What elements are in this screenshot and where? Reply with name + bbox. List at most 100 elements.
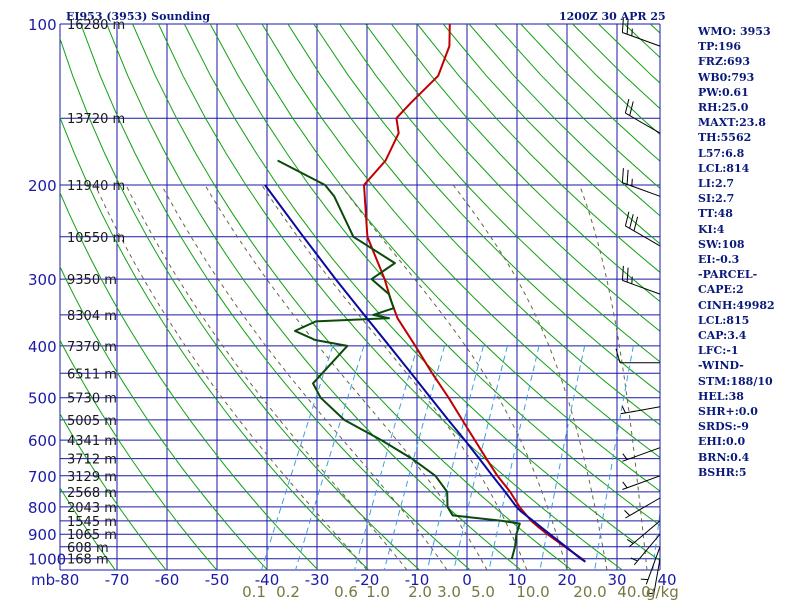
index-line: TH:5562: [698, 131, 752, 145]
dry-adiabat: [287, 24, 660, 426]
isobar-grid: [59, 23, 660, 571]
mixing-ratio-label: 10.0: [516, 583, 549, 600]
wind-barb: [630, 533, 661, 566]
index-line: FRZ:693: [698, 55, 751, 69]
temperature-tick-label: 30: [607, 571, 626, 589]
mixing-ratio-label: 20.0: [573, 583, 606, 600]
wind-barb: [621, 17, 661, 47]
index-line: -WIND-: [698, 359, 744, 373]
wind-barb: [622, 447, 661, 462]
height-label: 9350 m: [67, 273, 117, 288]
dry-adiabat: [365, 24, 660, 332]
index-line: LI:2.7: [698, 177, 735, 191]
pressure-tick-label: 900: [28, 526, 57, 544]
pressure-tick-label: 500: [28, 390, 57, 408]
index-line: PW:0.61: [698, 85, 749, 99]
parcel-trace: [264, 184, 586, 563]
dry-adiabat: [60, 412, 167, 570]
height-label: 6511 m: [67, 367, 117, 382]
dry-adiabat: [261, 24, 660, 459]
moist-adiabat: [125, 184, 408, 570]
dry-adiabat: [60, 339, 218, 570]
index-line: -PARCEL-: [698, 268, 758, 282]
index-line: TT:48: [698, 207, 733, 221]
height-label: 13720 m: [67, 112, 125, 127]
mixing-ratio-label: 1.0: [366, 583, 390, 600]
index-line: BRN:0.4: [698, 450, 750, 464]
pressure-tick-label: 700: [28, 468, 57, 486]
temperature-tick-label: 0: [462, 571, 472, 589]
mixing-ratio-label: 0.6: [334, 583, 358, 600]
dry-adiabat: [416, 24, 660, 273]
mixing-ratio-line: [539, 345, 586, 570]
height-label: 2043 m: [67, 501, 117, 516]
index-panel: WMO: 3953 TP:196 FRZ:693 WB0:793 PW:0.61 RH:2…: [698, 24, 798, 480]
mixing-ratio-line: [594, 345, 634, 570]
dry-adiabat: [183, 24, 660, 562]
pressure-tick-label: 800: [28, 499, 57, 517]
height-label: 8304 m: [67, 309, 117, 324]
wind-barb: [624, 211, 661, 247]
pressure-axis-label: mb: [31, 571, 55, 589]
dry-adiabat: [313, 24, 660, 394]
dry-adiabat: [132, 24, 572, 570]
mixing-ratio-line: [453, 345, 508, 570]
temperature-tick-label: -40: [255, 571, 280, 589]
wind-barbs: [615, 17, 661, 599]
dry-adiabat: [60, 191, 319, 570]
dry-adiabat: [60, 116, 370, 570]
height-label: 10550 m: [67, 231, 125, 246]
index-line: RH:25.0: [698, 101, 749, 115]
index-line: TP:196: [698, 40, 742, 54]
mixing-ratio-label: 5.0: [471, 583, 495, 600]
index-line: MAXT:23.8: [698, 116, 766, 130]
station-title: EI953 (3953) Sounding: [66, 10, 211, 23]
wind-barb: [620, 406, 661, 415]
mixing-ratio-line: [295, 345, 365, 570]
wind-barb: [621, 265, 661, 295]
wind-barb: [622, 475, 661, 490]
height-label: 2568 m: [67, 486, 117, 501]
dry-adiabat: [235, 24, 660, 492]
height-label: 7370 m: [67, 340, 117, 355]
index-line: LCL:815: [698, 313, 750, 327]
mixing-ratio-line: [354, 345, 419, 570]
pressure-tick-label: 100: [28, 16, 57, 34]
height-label: 1545 m: [67, 515, 117, 530]
dry-adiabat: [339, 24, 660, 363]
valid-time: 1200Z 30 APR 25: [559, 10, 666, 23]
temperature-tick-label: -80: [55, 571, 80, 589]
wind-barb: [621, 168, 661, 197]
mixing-ratio-label: 0.2: [276, 583, 300, 600]
index-line: LFC:-1: [698, 344, 739, 358]
dry-adiabat: [80, 24, 471, 570]
temperature-trace: [363, 24, 586, 563]
moist-adiabat: [261, 184, 528, 570]
moist-adiabat: [204, 184, 488, 570]
moist-adiabat: [452, 184, 608, 570]
index-line: CAP:3.4: [698, 329, 747, 343]
index-line: STM:188/10: [698, 374, 773, 388]
temperature-tick-label: -10: [405, 571, 430, 589]
index-line: SHR+:0.0: [698, 405, 758, 419]
index-line: WMO: 3953: [698, 25, 771, 38]
index-line: L57:6.8: [698, 146, 745, 160]
dewpoint-trace: [277, 159, 521, 559]
moist-adiabat: [94, 184, 368, 570]
dry-adiabat: [60, 486, 116, 570]
pressure-tick-label: 400: [28, 338, 57, 356]
height-label: 1065 m: [67, 528, 117, 543]
temperature-tick-label: -60: [155, 571, 180, 589]
wind-barb: [646, 558, 661, 599]
index-line: LCL:814: [698, 161, 750, 175]
temperature-tick-label: 10: [507, 571, 526, 589]
mixing-ratio-label: 0.1: [242, 583, 266, 600]
dry-adiabat: [60, 265, 268, 570]
wind-barb: [624, 98, 661, 134]
mixing-ratio-label: 2.0: [408, 583, 432, 600]
mixing-ratio-line: [488, 345, 540, 570]
wind-barb: [624, 497, 661, 519]
index-line: EI:-0.3: [698, 253, 740, 267]
temperature-tick-label: -50: [205, 571, 230, 589]
